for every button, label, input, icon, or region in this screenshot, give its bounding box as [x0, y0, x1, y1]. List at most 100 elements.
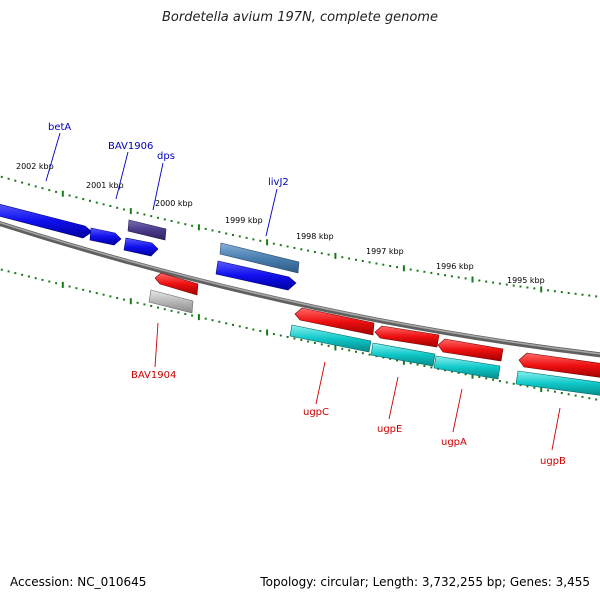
outer-scale-minor-tick: [41, 187, 44, 190]
inner-scale-minor-tick: [116, 297, 119, 299]
leader-ugpB: [551, 407, 561, 451]
outer-scale-minor-tick: [355, 258, 357, 261]
scale-label-2002kbp: 2002 kbp: [16, 162, 54, 171]
gene-BAV1904-lower[interactable]: [148, 289, 194, 314]
outer-scale-minor-tick: [368, 261, 371, 264]
inner-scale-minor-tick: [355, 350, 357, 353]
inner-scale-minor-tick: [157, 306, 159, 309]
outer-scale-minor-tick: [259, 239, 262, 242]
inner-scale-minor-tick: [574, 394, 577, 397]
leader-betA: [45, 132, 61, 182]
outer-scale-minor-tick: [375, 262, 378, 265]
genome-summary-text: Topology: circular; Length: 3,732,255 bp…: [260, 575, 590, 589]
outer-scale-minor-tick: [48, 189, 51, 192]
outer-scale-major-tick: [129, 208, 132, 215]
outer-scale-minor-tick: [361, 260, 364, 262]
outer-scale-minor-tick: [123, 208, 125, 211]
outer-scale-major-tick: [197, 224, 200, 231]
inner-scale-minor-tick: [109, 295, 112, 298]
outer-scale-minor-tick: [396, 266, 398, 269]
outer-scale-ring: [0, 175, 598, 298]
inner-scale-major-tick: [540, 386, 543, 393]
gene-ugpB-cds[interactable]: [515, 370, 600, 396]
outer-scale-minor-tick: [293, 246, 296, 249]
inner-scale-minor-tick: [218, 320, 221, 323]
leader-dps: [152, 162, 164, 211]
outer-scale-minor-tick: [75, 196, 78, 199]
outer-scale-major-tick: [540, 286, 543, 293]
outer-scale-minor-tick: [348, 257, 351, 260]
outer-scale-major-tick: [471, 276, 474, 283]
inner-scale-minor-tick: [184, 313, 187, 315]
gene-ugpE[interactable]: [374, 325, 440, 348]
outer-scale-minor-tick: [300, 248, 303, 251]
gene-ugpC[interactable]: [294, 307, 375, 336]
leader-BAV1904: [154, 322, 159, 368]
scale-label-1996kbp: 1996 kbp: [436, 262, 474, 271]
inner-scale-minor-tick: [75, 287, 78, 290]
outer-scale-minor-tick: [588, 294, 591, 297]
inner-scale-minor-tick: [361, 352, 364, 355]
inner-scale-minor-tick: [286, 336, 289, 338]
inner-scale-minor-tick: [307, 340, 310, 343]
gene-ugpE-cds[interactable]: [370, 342, 436, 367]
outer-scale-minor-tick: [567, 292, 570, 294]
inner-scale-minor-tick: [368, 353, 371, 356]
gene-BAV1904[interactable]: [154, 272, 199, 296]
gene-betA[interactable]: [0, 203, 93, 239]
outer-scale-minor-tick: [574, 292, 577, 295]
outer-scale-minor-tick: [320, 252, 323, 255]
inner-scale-minor-tick: [512, 382, 515, 385]
inner-scale-minor-tick: [348, 349, 351, 352]
inner-scale-minor-tick: [48, 280, 51, 283]
outer-scale-minor-tick: [95, 201, 98, 204]
inner-scale-minor-tick: [416, 363, 419, 366]
gene-livJ2[interactable]: [219, 242, 300, 274]
outer-scale-minor-tick: [14, 179, 17, 182]
outer-scale-minor-tick: [204, 227, 207, 230]
outer-scale-minor-tick: [560, 291, 563, 294]
label-livJ2: livJ2: [268, 177, 289, 188]
outer-scale-minor-tick: [498, 282, 501, 285]
inner-scale-minor-tick: [382, 356, 385, 359]
outer-scale-minor-tick: [109, 205, 112, 207]
gene-BAV1906[interactable]: [89, 227, 122, 246]
gene-ugpC-cds[interactable]: [289, 324, 372, 353]
outer-scale-minor-tick: [252, 238, 255, 241]
outer-scale-minor-tick: [478, 279, 481, 282]
outer-scale-minor-tick: [581, 293, 584, 296]
gene-ugpB[interactable]: [518, 352, 600, 378]
outer-scale-minor-tick: [389, 265, 392, 267]
inner-scale-minor-tick: [498, 380, 501, 383]
gene-dps-upper[interactable]: [127, 219, 167, 241]
inner-scale-minor-tick: [225, 322, 228, 325]
inner-scale-minor-tick: [259, 330, 262, 332]
gene-livJ2-lower[interactable]: [215, 260, 297, 291]
outer-scale-minor-tick: [595, 295, 598, 298]
inner-scale-minor-tick: [485, 377, 488, 380]
leader-ugpA: [452, 388, 463, 433]
outer-scale-minor-tick: [327, 253, 330, 256]
outer-scale-minor-tick: [492, 281, 495, 284]
inner-scale-major-tick: [197, 314, 200, 321]
outer-scale-minor-tick: [341, 256, 344, 259]
outer-scale-minor-tick: [150, 215, 153, 218]
inner-scale-minor-tick: [272, 333, 275, 335]
gene-dps[interactable]: [123, 237, 159, 257]
scale-label-2001kbp: 2001 kbp: [86, 181, 124, 190]
outer-scale-minor-tick: [68, 194, 71, 197]
outer-scale-minor-tick: [245, 236, 248, 239]
outer-scale-minor-tick: [55, 190, 58, 193]
inner-scale-minor-tick: [14, 272, 17, 275]
gene-ugpA[interactable]: [437, 338, 504, 362]
accession-text: Accession: NC_010645: [10, 575, 147, 589]
label-ugpB: ugpB: [540, 456, 566, 467]
genome-backbone: [0, 220, 600, 358]
gene-ugpA-cds[interactable]: [433, 355, 501, 380]
outer-scale-minor-tick: [313, 251, 316, 253]
inner-scale-minor-tick: [560, 392, 563, 394]
outer-scale-minor-tick: [279, 244, 282, 247]
outer-scale-minor-tick: [286, 245, 289, 248]
outer-scale-minor-tick: [430, 271, 433, 274]
